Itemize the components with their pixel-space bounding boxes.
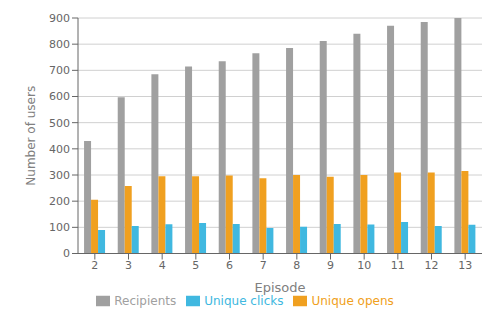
svg-text:9: 9 [327, 259, 334, 272]
svg-text:8: 8 [293, 259, 300, 272]
svg-text:4: 4 [159, 259, 166, 272]
svg-text:500: 500 [49, 117, 70, 130]
svg-text:Episode: Episode [254, 280, 305, 295]
html-text:Unique opens: Unique opens [311, 293, 394, 308]
svg-text:12: 12 [425, 259, 439, 272]
svg-text:200: 200 [49, 195, 70, 208]
html-text:Recipients: Recipients [114, 293, 177, 308]
svg-text:700: 700 [49, 64, 70, 77]
svg-text:0: 0 [63, 247, 70, 260]
svg-text:300: 300 [49, 169, 70, 182]
svg-text:11: 11 [391, 259, 405, 272]
svg-text:3: 3 [125, 259, 132, 272]
svg-text:2: 2 [91, 259, 98, 272]
html-text:Unique clicks: Unique clicks [204, 293, 284, 308]
svg-text:10: 10 [357, 259, 371, 272]
svg-text:7: 7 [260, 259, 267, 272]
svg-text:6: 6 [226, 259, 233, 272]
svg-text:400: 400 [49, 143, 70, 156]
svg-text:13: 13 [458, 259, 472, 272]
svg-text:900: 900 [49, 12, 70, 25]
svg-text:100: 100 [49, 221, 70, 234]
svg-text:5: 5 [192, 259, 199, 272]
svg-text:Number of users: Number of users [24, 86, 38, 186]
svg-text:800: 800 [49, 38, 70, 51]
svg-text:600: 600 [49, 90, 70, 103]
